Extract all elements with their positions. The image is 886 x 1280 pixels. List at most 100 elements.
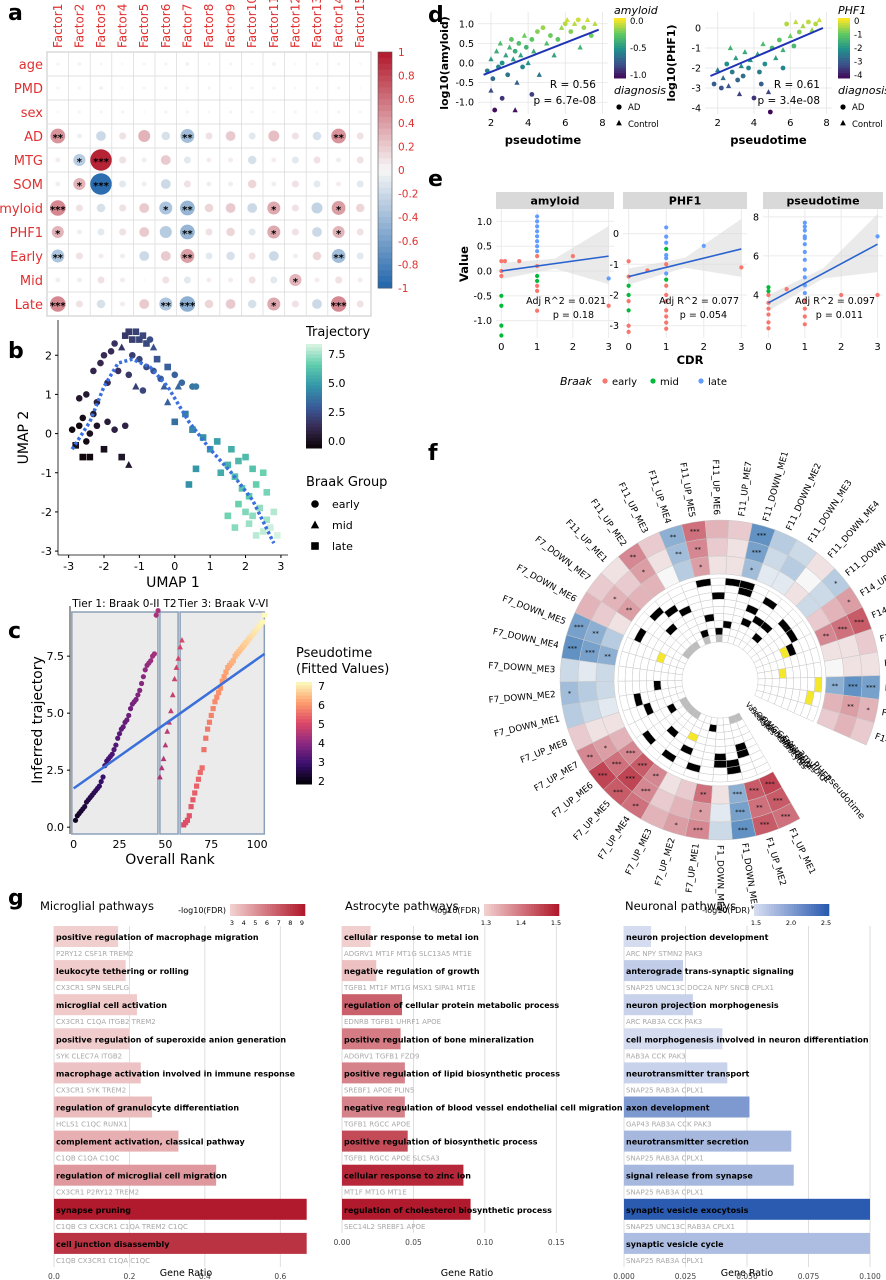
significance-star: * (163, 205, 169, 216)
colorbar-step (378, 187, 392, 195)
celltype-cell (710, 584, 726, 593)
trajectory-point (151, 651, 158, 657)
track-star: *** (693, 826, 704, 834)
colorbar-step (378, 81, 392, 88)
x-tick-label: 0.4 (199, 1272, 211, 1280)
facet-title: pseudotime (786, 195, 859, 208)
correlation-circle (336, 181, 342, 187)
legend-gradient-step (614, 70, 626, 74)
correlation-circle (160, 155, 171, 165)
cdr-point (570, 254, 575, 259)
correlation-circle (332, 225, 345, 239)
correlation-circle (337, 62, 341, 66)
significance-star: *** (180, 301, 196, 312)
umap-point (245, 492, 253, 500)
correlation-circle (359, 86, 362, 90)
correlation-circle (183, 276, 191, 284)
pathway-term: cellular response to metal ion (344, 933, 479, 942)
y-tick-label: -1.0 (473, 316, 492, 327)
trajectory-point (98, 778, 104, 785)
legend-gradient-step (235, 904, 238, 916)
correlation-circle (225, 203, 236, 213)
cdr-point (802, 314, 807, 319)
scatter-point (512, 107, 518, 113)
module-track-cell (841, 654, 863, 677)
scatter-point (742, 49, 748, 55)
tier-label: Tier 3: Braak V-VI (177, 598, 269, 610)
umap-point (125, 328, 133, 336)
pathway-bar (54, 1130, 179, 1152)
umap-point (164, 363, 171, 371)
correlation-circle (183, 180, 191, 188)
legend-gradient-step (824, 904, 827, 916)
track-star: * (699, 808, 703, 816)
track-star: ** (756, 804, 763, 812)
correlation-circle (228, 181, 234, 187)
legend-trajectory-tick: 7.5 (328, 348, 346, 361)
legend-gradient-step (306, 396, 322, 400)
trajectory-point (127, 706, 134, 712)
pathway-bar (54, 960, 126, 982)
celltype-cell (715, 724, 725, 733)
y-tick-label: 6 (753, 251, 759, 262)
x-tick-label: 2 (242, 560, 249, 573)
celltype-cell (667, 672, 676, 681)
legend-gradient-step (814, 904, 817, 916)
scatter-point (529, 37, 535, 42)
legend-gradient-step (551, 904, 555, 916)
colorbar-step (378, 234, 392, 242)
legend-tick: 1.4 (516, 919, 526, 927)
pathway-genes: SREBF1 APOE PLIN5 (344, 1086, 414, 1094)
legend-gradient-step (516, 904, 520, 916)
legend-gradient-step (306, 427, 322, 432)
pathway-term: microglial cell activation (56, 1001, 167, 1010)
p-label: p = 0.054 (680, 310, 727, 321)
legend-gradient-step (292, 904, 296, 916)
cdr-point (664, 320, 669, 325)
pathway-genes: SNAP25 RAB3A CPLX1 (626, 1086, 704, 1094)
legend-gradient-step (806, 904, 810, 916)
legend-gradient-step (296, 753, 312, 758)
cdr-point (535, 244, 540, 249)
legend-gradient-step (506, 904, 510, 916)
x-tick-label: 6 (787, 118, 793, 129)
cdr-point (535, 308, 540, 313)
scatter-point (571, 20, 578, 26)
legend-gradient-step (804, 904, 807, 916)
correlation-circle (312, 251, 322, 261)
trajectory-point (116, 731, 123, 737)
cdr-point (535, 249, 540, 254)
colorbar-step (378, 87, 392, 94)
scatter-point (558, 24, 565, 30)
y-tick-label: -1 (41, 467, 52, 480)
celltype-cell (674, 680, 683, 688)
scatter-point (760, 41, 766, 47)
umap-point (125, 460, 133, 468)
scatter-point (806, 19, 811, 25)
scatter-point (575, 17, 581, 23)
col-label: Factor6 (159, 4, 173, 48)
colorbar-step (378, 52, 392, 59)
legend-gradient-step (838, 68, 850, 71)
scatter-point (544, 40, 550, 46)
track-star: *** (749, 786, 760, 794)
significance-star: * (293, 277, 299, 288)
legend-gradient-step (306, 368, 322, 373)
legend-gradient-step (296, 682, 312, 686)
module-track-cell (727, 519, 753, 542)
legend-gradient-step (306, 409, 322, 414)
correlation-circle (289, 273, 302, 287)
legend-gradient-step (838, 63, 850, 66)
row-label: PMD (14, 82, 43, 97)
colorbar-step (378, 199, 392, 206)
x-tick-label: 2 (701, 342, 707, 353)
legend-gradient-step (501, 904, 505, 916)
cdr-point (664, 271, 669, 276)
legend-tick: 3 (318, 756, 325, 769)
trajectory-point (171, 675, 178, 682)
correlation-circle (315, 62, 319, 66)
tier-label: T2 (162, 598, 176, 610)
panel-letter-g: g (8, 886, 24, 911)
pathway-genes: ADGRV1 TGFB1 FZD9 (344, 1052, 419, 1060)
legend-gradient-step (504, 904, 507, 916)
